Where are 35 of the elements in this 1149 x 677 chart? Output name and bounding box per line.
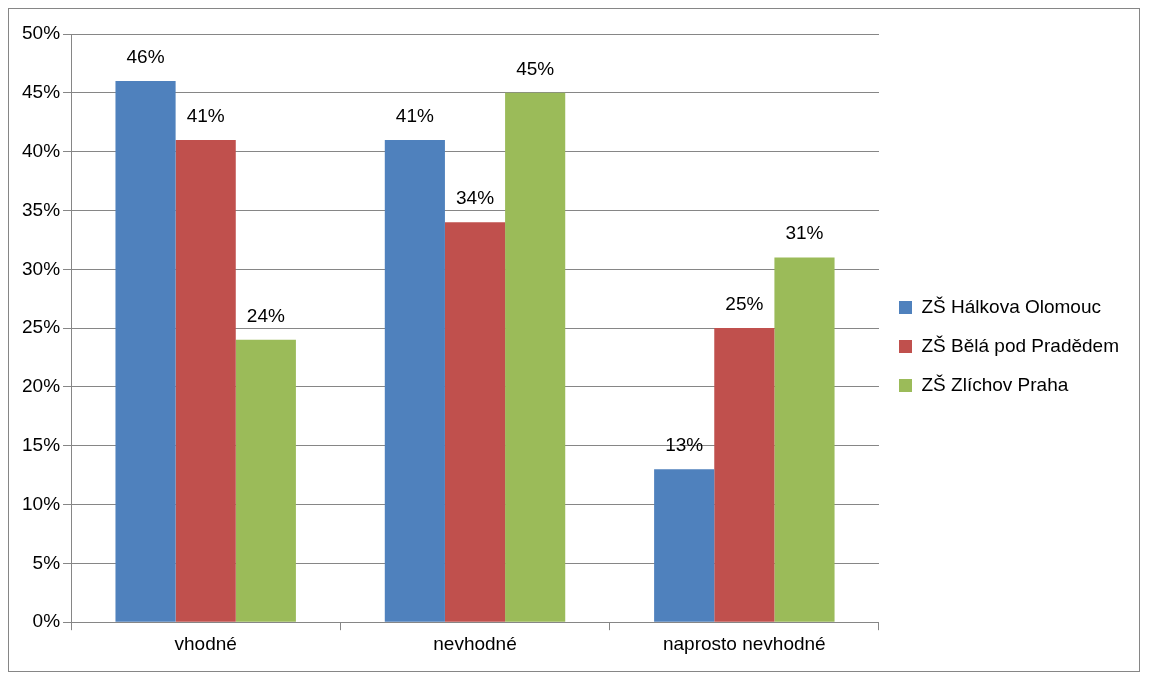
data-label: 31% [785,222,824,244]
bar [714,328,775,622]
data-label: 41% [186,104,225,126]
data-label: 41% [395,104,434,126]
x-tick-label: vhodné [174,632,237,654]
bar [235,339,296,622]
bar [384,139,445,622]
legend-label: ZŠ Bělá pod Pradědem [921,334,1120,356]
y-tick-label: 40% [22,139,61,161]
data-label: 46% [126,45,165,67]
y-tick-label: 25% [22,316,61,338]
data-label: 25% [725,292,764,314]
x-tick-label: naprosto nevhodné [662,632,826,654]
data-label: 34% [456,186,495,208]
bar [774,257,835,622]
y-tick-label: 30% [22,257,61,279]
y-tick-label: 0% [32,610,61,632]
y-tick-label: 10% [22,492,61,514]
y-tick-label: 45% [22,81,61,103]
bar [115,81,176,622]
data-label: 24% [246,304,285,326]
legend-label: ZŠ Zlíchov Praha [921,373,1069,395]
bar [175,139,236,622]
bar [444,222,506,622]
y-tick-label: 35% [22,198,61,220]
y-tick-label: 50% [22,22,61,44]
data-label: 45% [516,57,555,79]
y-tick-label: 5% [32,551,61,573]
bar [654,469,715,622]
data-label: 13% [665,434,704,455]
y-tick-label: 20% [22,375,61,397]
x-tick-label: nevhodné [433,632,517,654]
bar [505,92,566,622]
y-tick-label: 15% [22,433,61,455]
legend-label: ZŠ Hálkova Olomouc [921,295,1102,317]
